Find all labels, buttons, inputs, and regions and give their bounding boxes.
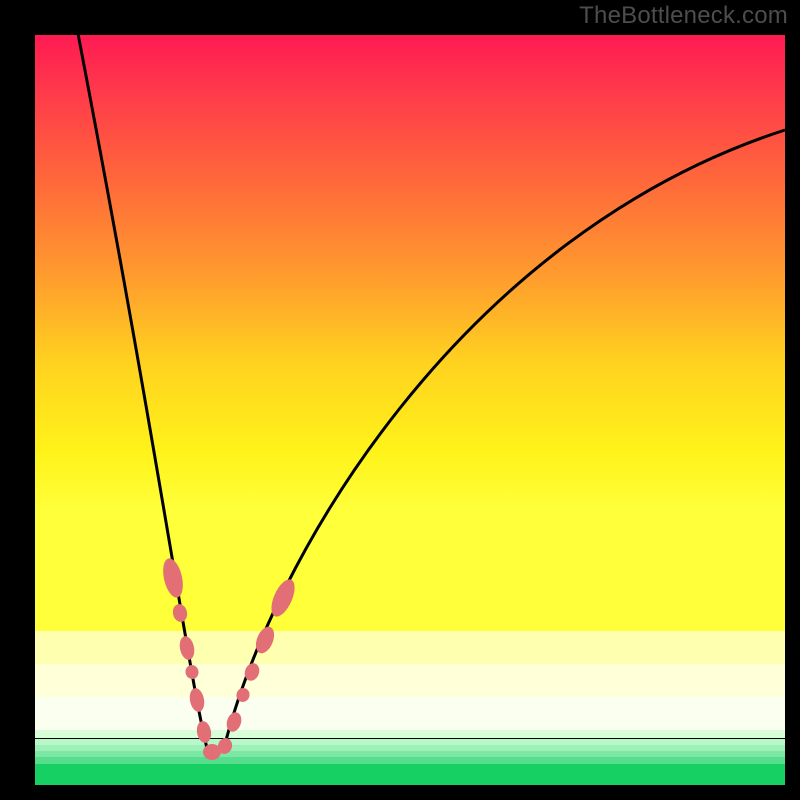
right-curve (223, 130, 785, 752)
marker-4 (188, 687, 206, 713)
markers-group (160, 556, 300, 760)
marker-5 (195, 720, 213, 744)
chart-stage: TheBottleneck.com (0, 0, 800, 800)
curve-layer (0, 0, 800, 800)
marker-3 (184, 664, 200, 680)
marker-8 (224, 710, 243, 733)
marker-1 (171, 603, 189, 624)
marker-2 (178, 635, 197, 661)
marker-0 (160, 556, 187, 599)
